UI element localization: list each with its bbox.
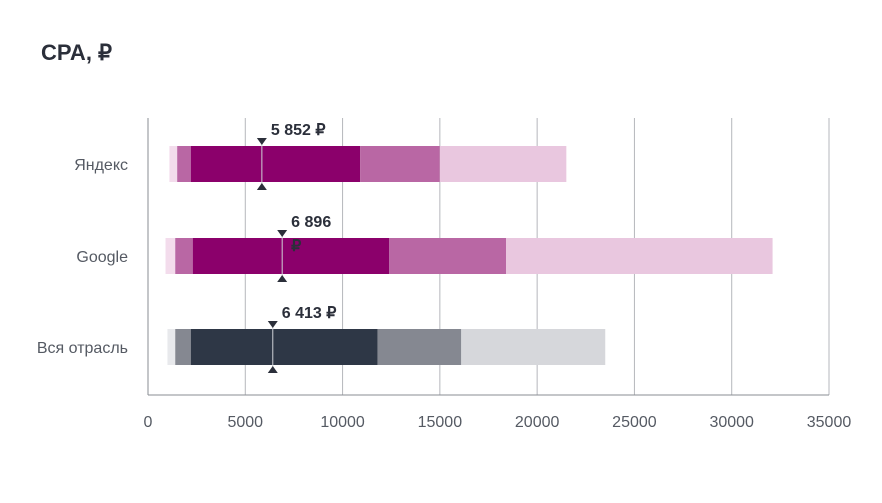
median-arrow-up	[277, 275, 288, 282]
median-markers: 5 852 ₽ 6 896 ₽6 413 ₽	[256, 122, 337, 373]
category-labels: Яндекс Google Вся отрасль	[37, 157, 128, 357]
median-label: 5 852 ₽	[271, 122, 326, 139]
median-arrow-down	[277, 230, 288, 237]
x-tick-label: 5000	[227, 414, 263, 431]
x-axis-ticks: 0 5000 10000 15000 20000 25000 30000 35000	[144, 414, 852, 431]
x-tick-label: 15000	[418, 414, 463, 431]
chart-title: CPA, ₽	[41, 40, 113, 65]
x-tick-label: 35000	[807, 414, 852, 431]
range-bar-lightest	[169, 146, 178, 182]
bar-group	[165, 238, 773, 274]
bar-group	[169, 146, 567, 182]
range-bar-mid	[175, 329, 191, 365]
range-bar-lightest	[167, 329, 176, 365]
range-bar-mid	[177, 146, 191, 182]
category-label: Вся отрасль	[37, 340, 128, 357]
median-unit-label: ₽	[291, 238, 301, 255]
category-label: Яндекс	[74, 157, 128, 174]
range-bar-light	[461, 329, 606, 365]
range-bar-mid	[389, 238, 507, 274]
x-tick-label: 30000	[709, 414, 754, 431]
bar-groups	[165, 146, 773, 365]
median-label: 6 413 ₽	[282, 305, 337, 322]
x-tick-label: 10000	[320, 414, 365, 431]
range-bar-light	[506, 238, 773, 274]
x-tick-label: 25000	[612, 414, 657, 431]
range-bar-lightest	[165, 238, 176, 274]
x-tick-label: 20000	[515, 414, 560, 431]
category-label: Google	[76, 249, 128, 266]
bar-group	[167, 329, 606, 365]
median-marker: 5 852 ₽	[256, 122, 326, 190]
median-arrow-up	[267, 366, 278, 373]
range-bar-mid	[360, 146, 440, 182]
median-marker: 6 413 ₽	[267, 305, 337, 373]
median-arrow-up	[256, 183, 267, 190]
median-arrow-down	[267, 321, 278, 328]
range-bar-mid	[377, 329, 462, 365]
median-arrow-down	[256, 138, 267, 145]
x-tick-label: 0	[144, 414, 153, 431]
median-label: 6 896	[291, 214, 331, 231]
median-marker: 6 896 ₽	[277, 214, 331, 282]
range-bar-mid	[175, 238, 193, 274]
range-bar-dark	[190, 329, 378, 365]
range-bar-light	[439, 146, 567, 182]
range-bar-dark	[192, 238, 390, 274]
range-bar-dark	[190, 146, 361, 182]
